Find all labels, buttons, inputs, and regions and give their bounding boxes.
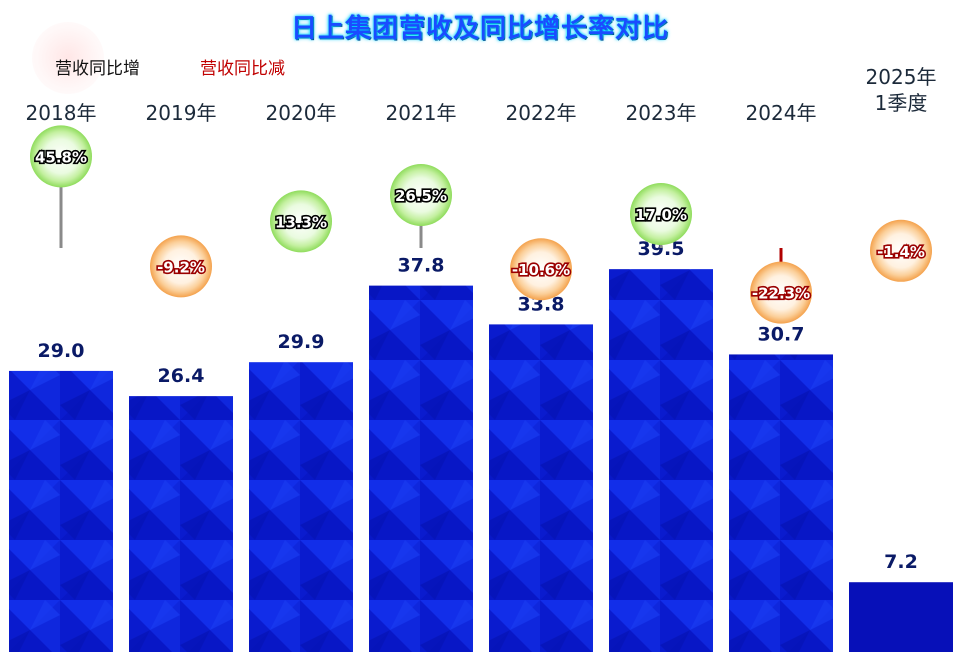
growth-rate-label: 13.3% bbox=[275, 213, 327, 231]
bar-value-label: 7.2 bbox=[884, 551, 918, 573]
x-tick-label: 2025年 1季度 bbox=[865, 65, 937, 115]
x-tick-label: 2021年 bbox=[385, 101, 457, 125]
growth-bubble-increase-icon bbox=[390, 164, 452, 226]
legend-increase: 营收同比增 bbox=[55, 59, 140, 79]
revenue-bar bbox=[9, 370, 113, 652]
revenue-bar bbox=[249, 362, 353, 652]
growth-rate-label: 26.5% bbox=[395, 187, 447, 205]
growth-bubble-increase-icon bbox=[30, 125, 92, 188]
growth-rate-label: -22.3% bbox=[752, 285, 810, 303]
growth-rate-label: -1.4% bbox=[877, 243, 925, 261]
growth-bubble-increase-icon bbox=[630, 183, 692, 245]
bar-value-label: 30.7 bbox=[758, 323, 805, 345]
bar-value-label: 29.0 bbox=[38, 340, 85, 362]
revenue-bar bbox=[609, 269, 713, 652]
revenue-bar bbox=[369, 285, 473, 652]
bar-value-label: 39.5 bbox=[638, 238, 685, 260]
x-tick-label: 2024年 bbox=[745, 101, 817, 125]
growth-rate-label: 17.0% bbox=[635, 206, 687, 224]
revenue-bar bbox=[129, 396, 233, 652]
bar-value-label: 33.8 bbox=[518, 293, 565, 315]
growth-bubble-decrease-icon bbox=[870, 219, 932, 282]
revenue-bar bbox=[489, 324, 593, 652]
growth-bubble-decrease-icon bbox=[510, 238, 572, 301]
growth-bubble-increase-icon bbox=[270, 190, 332, 253]
legend-decrease: 营收同比减 bbox=[200, 59, 285, 79]
revenue-bar bbox=[849, 582, 953, 652]
x-tick-label: 2022年 bbox=[505, 101, 577, 125]
growth-bubble-decrease-icon bbox=[150, 235, 212, 298]
watermark-logo bbox=[32, 22, 104, 94]
x-tick-label: 2020年 bbox=[265, 101, 337, 125]
bar-value-label: 29.9 bbox=[278, 331, 325, 353]
x-tick-label: 2023年 bbox=[625, 101, 697, 125]
x-tick-label: 2018年 bbox=[25, 101, 97, 125]
x-tick-label: 2019年 bbox=[145, 101, 217, 125]
growth-bubble-decrease-icon bbox=[750, 261, 812, 324]
bar-value-label: 26.4 bbox=[158, 365, 205, 387]
growth-rate-label: -9.2% bbox=[157, 258, 205, 276]
bar-value-label: 37.8 bbox=[398, 255, 445, 277]
growth-rate-label: -10.6% bbox=[512, 261, 570, 279]
chart-title: 日上集团营收及同比增长率对比 bbox=[290, 14, 669, 44]
revenue-bar bbox=[729, 354, 833, 652]
growth-rate-label: 45.8% bbox=[35, 148, 87, 166]
